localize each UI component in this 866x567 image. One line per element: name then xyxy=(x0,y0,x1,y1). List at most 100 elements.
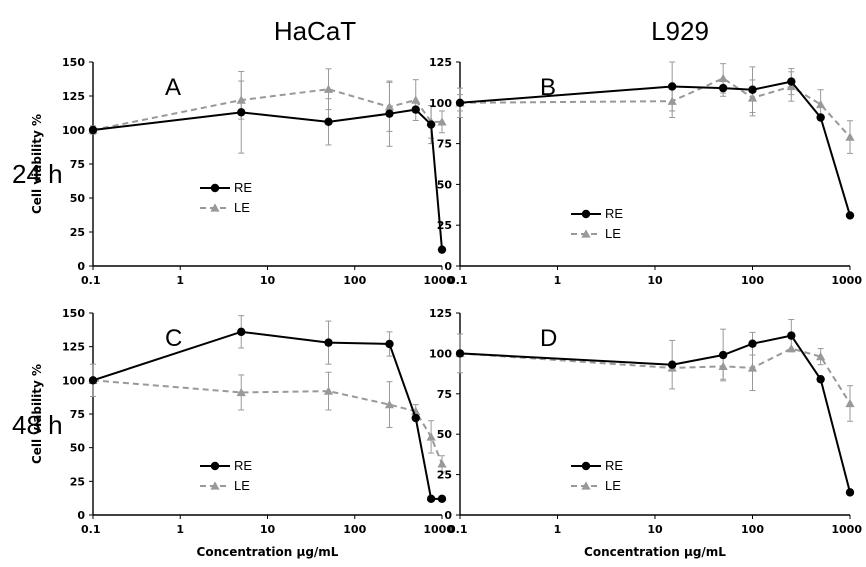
panel-B: 02550751001250.1 1 10 100 1000BRELE xyxy=(429,56,862,287)
data-point-RE xyxy=(748,340,756,348)
legend-label-RE: RE xyxy=(234,458,252,473)
x-axis-title: Concentration μg/mL xyxy=(197,545,339,559)
x-tick-label: 10 xyxy=(647,274,663,287)
data-point-RE xyxy=(89,376,97,384)
data-point-LE xyxy=(437,459,446,467)
y-tick-label: 50 xyxy=(437,178,453,191)
legend-marker-RE xyxy=(582,210,590,218)
y-tick-label: 75 xyxy=(437,388,452,401)
x-tick-label: 100 xyxy=(741,274,764,287)
x-tick-label: 10 xyxy=(260,274,276,287)
data-point-RE xyxy=(816,113,824,121)
data-point-LE xyxy=(426,432,435,440)
x-tick-label: 1 xyxy=(176,274,184,287)
data-point-RE xyxy=(846,488,854,496)
legend-marker-RE xyxy=(211,184,219,192)
data-point-LE xyxy=(748,363,757,371)
data-point-RE xyxy=(787,331,795,339)
data-point-RE xyxy=(412,414,420,422)
y-tick-label: 25 xyxy=(437,219,452,232)
y-tick-label: 0 xyxy=(444,260,452,273)
data-point-LE xyxy=(845,132,854,140)
x-tick-label: 0.1 xyxy=(448,523,468,536)
y-tick-label: 125 xyxy=(62,90,85,103)
y-tick-label: 150 xyxy=(62,56,85,69)
series-RE xyxy=(456,62,854,220)
legend-label-LE: LE xyxy=(605,226,621,241)
series-LE xyxy=(455,64,854,154)
data-point-RE xyxy=(385,109,393,117)
series-line-RE xyxy=(460,336,850,493)
legend-marker-RE xyxy=(582,462,590,470)
legend-label-RE: RE xyxy=(234,180,252,195)
y-tick-label: 0 xyxy=(77,509,85,522)
data-point-RE xyxy=(748,86,756,94)
y-tick-label: 25 xyxy=(437,469,452,482)
x-tick-label: 1000 xyxy=(831,523,862,536)
data-point-LE xyxy=(411,95,420,103)
data-point-RE xyxy=(89,126,97,134)
x-tick-label: 10 xyxy=(260,523,276,536)
data-point-RE xyxy=(412,105,420,113)
y-tick-label: 150 xyxy=(62,307,85,320)
y-tick-label: 50 xyxy=(437,428,453,441)
data-point-RE xyxy=(719,84,727,92)
data-point-LE xyxy=(845,399,854,407)
y-tick-label: 75 xyxy=(437,138,452,151)
data-point-RE xyxy=(438,495,446,503)
data-point-RE xyxy=(456,99,464,107)
y-tick-label: 0 xyxy=(444,509,452,522)
y-tick-label: 25 xyxy=(70,475,85,488)
x-axis-title: Concentration μg/mL xyxy=(584,545,726,559)
series-LE xyxy=(88,372,446,472)
data-point-RE xyxy=(668,82,676,90)
data-point-RE xyxy=(427,120,435,128)
panel-D: 02550751001250.1 1 10 100 1000Concentration … xyxy=(429,307,862,559)
data-point-RE xyxy=(438,245,446,253)
y-tick-label: 125 xyxy=(62,341,85,354)
x-tick-label: 1 xyxy=(176,523,184,536)
panel-letter: D xyxy=(540,325,557,352)
legend: RE LE xyxy=(200,180,252,215)
x-tick-label: 100 xyxy=(343,274,366,287)
y-tick-label: 100 xyxy=(429,97,452,110)
data-point-RE xyxy=(237,108,245,116)
y-tick-label: 100 xyxy=(429,347,452,360)
data-point-RE xyxy=(787,77,795,85)
series-RE xyxy=(456,319,854,496)
x-tick-label: 10 xyxy=(647,523,663,536)
series-LE xyxy=(88,69,446,138)
y-tick-label: 0 xyxy=(77,260,85,273)
data-point-RE xyxy=(456,349,464,357)
y-tick-label: 50 xyxy=(70,192,86,205)
data-point-RE xyxy=(237,328,245,336)
panel-letter: C xyxy=(165,325,182,352)
column-title-hacat: HaCaT xyxy=(274,16,356,46)
y-tick-label: 125 xyxy=(429,307,452,320)
x-tick-label: 0.1 xyxy=(81,523,101,536)
legend-label-LE: LE xyxy=(234,200,250,215)
y-tick-label: 25 xyxy=(70,226,85,239)
x-tick-label: 1 xyxy=(554,274,562,287)
y-tick-label: 100 xyxy=(62,124,85,137)
y-tick-label: 50 xyxy=(70,442,86,455)
column-title-l929: L929 xyxy=(651,16,709,46)
y-axis-title: Cell viability % xyxy=(30,364,44,464)
legend-marker-RE xyxy=(211,462,219,470)
legend: RE LE xyxy=(200,458,252,493)
data-point-RE xyxy=(324,118,332,126)
legend-label-RE: RE xyxy=(605,206,623,221)
data-point-RE xyxy=(816,375,824,383)
y-tick-label: 125 xyxy=(429,56,452,69)
data-point-RE xyxy=(846,211,854,219)
y-tick-label: 75 xyxy=(70,158,85,171)
legend-label-LE: LE xyxy=(234,478,250,493)
legend: RE LE xyxy=(571,458,623,493)
x-tick-label: 0.1 xyxy=(81,274,101,287)
x-tick-label: 1 xyxy=(554,523,562,536)
data-point-RE xyxy=(324,338,332,346)
x-tick-label: 1000 xyxy=(831,274,862,287)
